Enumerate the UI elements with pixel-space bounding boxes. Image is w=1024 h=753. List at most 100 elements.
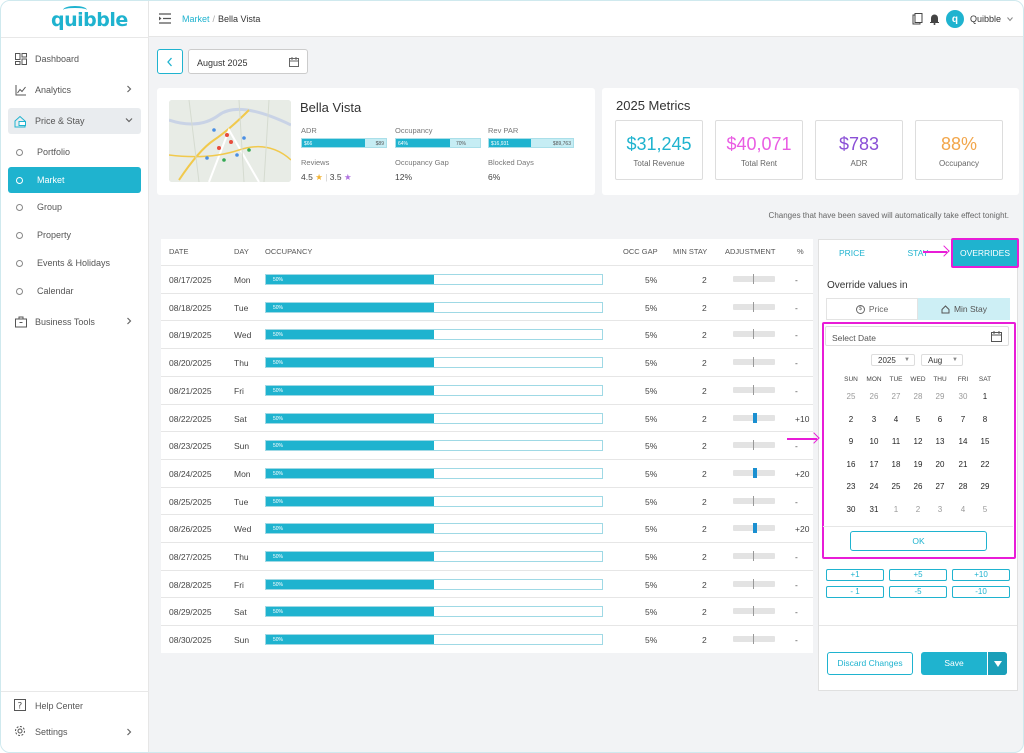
calendar-day[interactable]: 5 — [915, 414, 921, 424]
save-dropdown-button[interactable] — [987, 652, 1007, 675]
discard-changes-button[interactable]: Discard Changes — [827, 652, 913, 675]
chevron-down-icon[interactable] — [1007, 16, 1013, 22]
settings-link[interactable]: Settings — [8, 721, 141, 743]
adjustment-slider[interactable] — [733, 551, 775, 561]
calendar-day[interactable]: 15 — [980, 437, 990, 446]
calendar-day[interactable]: 8 — [982, 414, 988, 424]
calendar-day[interactable]: 17 — [869, 459, 879, 469]
calendar-day[interactable]: 18 — [891, 459, 901, 469]
table-row[interactable]: 08/27/2025 Thu 50% 5% 2 - — [161, 542, 813, 570]
step-minus-5-button[interactable]: -5 — [889, 586, 947, 598]
tab-price[interactable]: PRICE — [839, 248, 865, 258]
header-adjustment[interactable]: ADJUSTMENT — [725, 247, 776, 256]
calendar-day[interactable]: 14 — [958, 437, 968, 446]
table-row[interactable]: 08/17/2025 Mon 50% 5% 2 - — [161, 265, 813, 293]
back-button[interactable] — [157, 49, 183, 74]
calendar-day[interactable]: 2 — [848, 414, 854, 424]
help-center-link[interactable]: ? Help Center — [8, 695, 141, 717]
calendar-day[interactable]: 11 — [891, 437, 901, 446]
table-row[interactable]: 08/20/2025 Thu 50% 5% 2 - — [161, 348, 813, 376]
sidebar-item-price-stay[interactable]: Price & Stay — [8, 108, 141, 134]
calendar-day[interactable]: 23 — [846, 482, 856, 491]
calendar-day[interactable]: 3 — [871, 414, 877, 424]
adjustment-slider[interactable] — [733, 412, 775, 423]
year-select[interactable]: 2025 ▼ — [871, 354, 915, 366]
month-select[interactable]: Aug ▼ — [921, 354, 963, 366]
tab-stay[interactable]: STAY — [907, 248, 929, 258]
avatar[interactable]: q — [945, 10, 964, 28]
segment-min-stay[interactable]: Min Stay — [918, 298, 1010, 320]
calendar-day[interactable]: 28 — [958, 482, 968, 491]
sidebar-item-analytics[interactable]: Analytics — [8, 77, 141, 103]
table-row[interactable]: 08/26/2025 Wed 50% 5% 2 +20 — [161, 514, 813, 542]
calendar-day[interactable]: 7 — [960, 414, 966, 424]
table-row[interactable]: 08/18/2025 Tue 50% 5% 2 - — [161, 292, 813, 321]
calendar-day[interactable]: 28 — [913, 392, 923, 401]
calendar-day[interactable]: 10 — [869, 437, 879, 446]
table-row[interactable]: 08/21/2025 Fri 50% 5% 2 - — [161, 375, 813, 404]
property-map[interactable] — [169, 100, 291, 182]
sidebar-item-portfolio[interactable]: Portfolio — [8, 139, 141, 165]
header-date[interactable]: DATE — [169, 247, 189, 256]
calendar-day[interactable]: 27 — [935, 482, 945, 491]
table-row[interactable]: 08/24/2025 Mon 50% 5% 2 +20 — [161, 458, 813, 487]
step-plus-10-button[interactable]: +10 — [952, 569, 1010, 581]
calendar-day[interactable]: 4 — [960, 504, 966, 514]
calendar-day[interactable]: 5 — [982, 504, 988, 514]
calendar-day[interactable]: 9 — [848, 437, 854, 446]
calendar-day[interactable]: 20 — [935, 459, 945, 469]
sidebar-item-market[interactable]: Market — [8, 167, 141, 193]
adjustment-slider[interactable] — [733, 606, 775, 617]
calendar-day[interactable]: 19 — [913, 459, 923, 469]
header-occ-gap[interactable]: OCC GAP — [623, 247, 658, 256]
calendar-day[interactable]: 26 — [869, 392, 879, 401]
adjustment-slider[interactable] — [733, 578, 775, 589]
breadcrumb-market[interactable]: Market — [182, 14, 210, 24]
step-minus-1-button[interactable]: - 1 — [826, 586, 884, 598]
adjustment-slider[interactable] — [733, 329, 775, 340]
bell-icon[interactable] — [929, 13, 940, 25]
clipboard-icon[interactable] — [912, 13, 923, 25]
segment-price[interactable]: $ Price — [826, 298, 918, 320]
calendar-day[interactable]: 4 — [893, 414, 899, 424]
step-minus-10-button[interactable]: -10 — [952, 586, 1010, 598]
calendar-day[interactable]: 29 — [980, 482, 990, 491]
save-button[interactable]: Save — [921, 652, 1007, 675]
calendar-day[interactable]: 25 — [846, 392, 856, 401]
sidebar-item-group[interactable]: Group — [8, 194, 141, 220]
table-row[interactable]: 08/23/2025 Sun 50% 5% 2 - — [161, 431, 813, 459]
calendar-day[interactable]: 22 — [980, 459, 990, 469]
calendar-day[interactable]: 6 — [937, 414, 943, 424]
table-row[interactable]: 08/19/2025 Wed 50% 5% 2 - — [161, 320, 813, 348]
step-plus-5-button[interactable]: +5 — [889, 569, 947, 581]
calendar-day[interactable]: 12 — [913, 437, 923, 446]
header-percent[interactable]: % — [797, 247, 804, 256]
step-plus-1-button[interactable]: +1 — [826, 569, 884, 581]
adjustment-slider[interactable] — [733, 523, 775, 534]
calendar-day[interactable]: 27 — [891, 392, 901, 401]
adjustment-slider[interactable] — [733, 440, 775, 451]
adjustment-slider[interactable] — [733, 357, 775, 368]
table-row[interactable]: 08/30/2025 Sun 50% 5% 2 - — [161, 625, 813, 653]
calendar-day[interactable]: 3 — [937, 504, 943, 514]
calendar-day[interactable]: 30 — [846, 504, 856, 514]
calendar-day[interactable]: 21 — [958, 459, 968, 469]
sidebar-item-business-tools[interactable]: Business Tools — [8, 309, 141, 335]
table-row[interactable]: 08/25/2025 Tue 50% 5% 2 - — [161, 486, 813, 515]
menu-collapse-icon[interactable] — [159, 13, 171, 24]
calendar-day[interactable]: 2 — [915, 504, 921, 514]
adjustment-slider[interactable] — [733, 467, 775, 478]
calendar-day[interactable]: 30 — [958, 392, 968, 401]
adjustment-slider[interactable] — [733, 495, 775, 506]
user-name[interactable]: Quibble — [969, 14, 1001, 24]
sidebar-item-events[interactable]: Events & Holidays — [8, 250, 141, 276]
calendar-day[interactable]: 26 — [913, 482, 923, 491]
calendar-day[interactable]: 29 — [935, 392, 945, 401]
calendar-day[interactable]: 16 — [846, 459, 856, 469]
adjustment-slider[interactable] — [733, 274, 775, 284]
sidebar-item-dashboard[interactable]: Dashboard — [8, 46, 141, 72]
select-date-input[interactable]: Select Date — [825, 326, 1009, 346]
sidebar-item-calendar[interactable]: Calendar — [8, 278, 141, 304]
sidebar-item-property[interactable]: Property — [8, 222, 141, 248]
ok-button[interactable]: OK — [850, 531, 987, 551]
